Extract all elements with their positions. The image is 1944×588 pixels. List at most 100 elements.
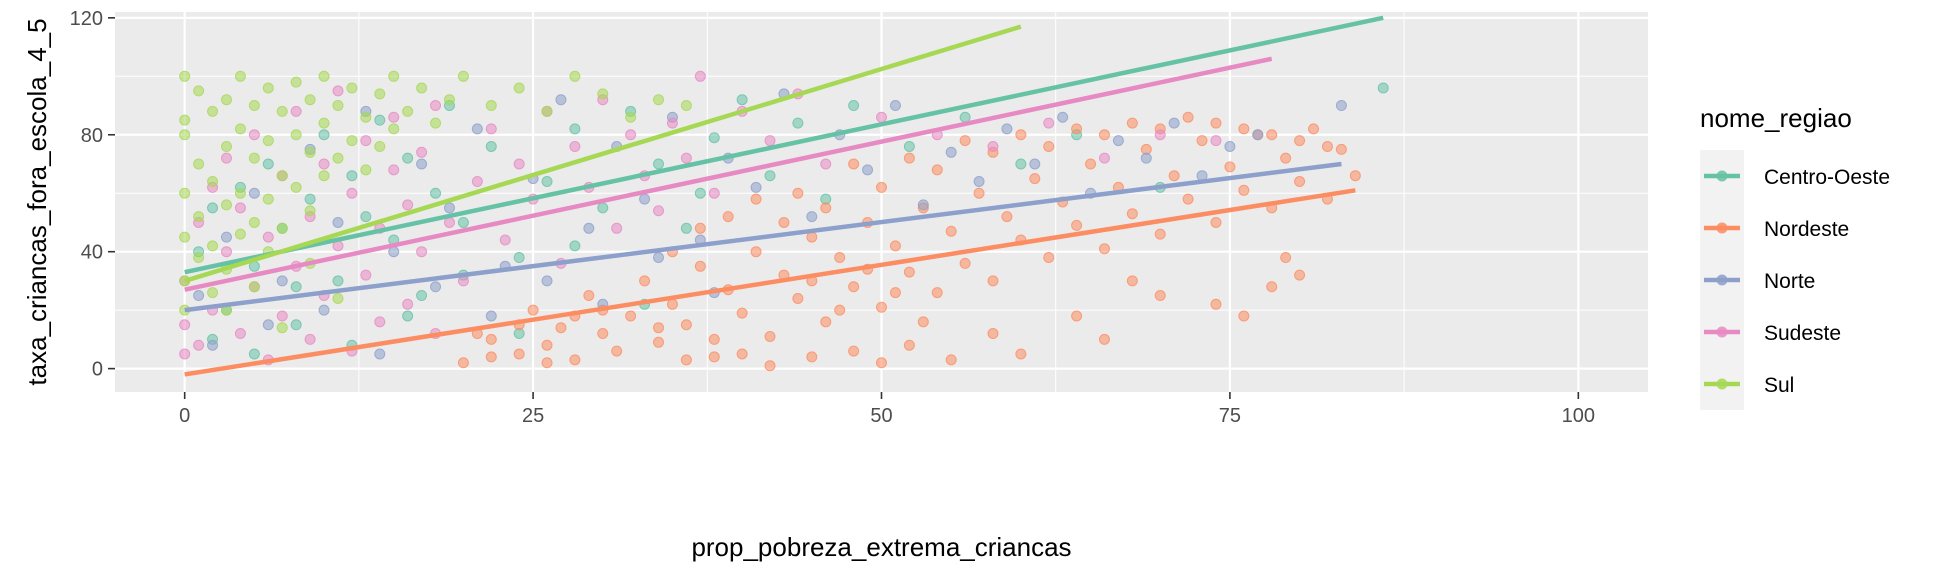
data-point bbox=[402, 199, 414, 211]
data-point bbox=[318, 170, 330, 182]
data-point bbox=[680, 222, 692, 234]
data-point bbox=[346, 170, 358, 182]
legend-item: Sudeste bbox=[1700, 306, 1841, 358]
data-point bbox=[388, 123, 400, 135]
data-point bbox=[332, 85, 344, 97]
data-point bbox=[694, 260, 706, 272]
data-point bbox=[471, 176, 483, 188]
data-point bbox=[1210, 135, 1222, 147]
data-point bbox=[764, 135, 776, 147]
data-point bbox=[220, 140, 232, 152]
data-point bbox=[764, 360, 776, 372]
data-point bbox=[332, 275, 344, 287]
data-point bbox=[1210, 216, 1222, 228]
data-point bbox=[332, 152, 344, 164]
legend-item: Nordeste bbox=[1700, 202, 1849, 254]
data-point bbox=[1098, 333, 1110, 345]
data-point bbox=[304, 94, 316, 106]
data-point bbox=[360, 164, 372, 176]
data-point bbox=[1210, 298, 1222, 310]
data-point bbox=[179, 348, 191, 360]
y-axis: 0 40 80 120 bbox=[70, 8, 115, 381]
data-point bbox=[179, 129, 191, 141]
data-point bbox=[262, 158, 274, 170]
data-point bbox=[416, 246, 428, 258]
data-point bbox=[611, 222, 623, 234]
data-point bbox=[625, 129, 637, 141]
data-point bbox=[903, 266, 915, 278]
data-point bbox=[959, 135, 971, 147]
y-tick-label: 120 bbox=[70, 8, 103, 30]
data-point bbox=[276, 170, 288, 182]
data-point bbox=[207, 339, 219, 351]
data-point bbox=[318, 70, 330, 82]
data-point bbox=[1210, 117, 1222, 129]
data-point bbox=[1043, 252, 1055, 264]
data-point bbox=[569, 354, 581, 366]
data-point bbox=[443, 202, 455, 214]
data-point bbox=[262, 135, 274, 147]
data-point bbox=[207, 287, 219, 299]
data-point bbox=[234, 328, 246, 340]
data-point bbox=[402, 298, 414, 310]
data-point bbox=[457, 216, 469, 228]
data-point bbox=[276, 105, 288, 117]
data-point bbox=[430, 117, 442, 129]
data-point bbox=[597, 202, 609, 214]
data-point bbox=[903, 140, 915, 152]
data-point bbox=[820, 316, 832, 328]
data-point bbox=[248, 281, 260, 293]
data-point bbox=[332, 292, 344, 304]
data-point bbox=[290, 105, 302, 117]
data-point bbox=[1071, 123, 1083, 135]
data-point bbox=[1224, 161, 1236, 173]
data-point bbox=[374, 114, 386, 126]
data-point bbox=[457, 70, 469, 82]
data-point bbox=[443, 94, 455, 106]
data-point bbox=[193, 85, 205, 97]
data-point bbox=[569, 70, 581, 82]
data-point bbox=[903, 152, 915, 164]
data-point bbox=[290, 76, 302, 88]
data-point bbox=[262, 193, 274, 205]
data-point bbox=[834, 304, 846, 316]
data-point bbox=[179, 187, 191, 199]
legend-point bbox=[1716, 274, 1728, 286]
data-point bbox=[653, 336, 665, 348]
data-point bbox=[485, 351, 497, 363]
data-point bbox=[1057, 111, 1069, 123]
data-point bbox=[1168, 117, 1180, 129]
data-point bbox=[1043, 140, 1055, 152]
data-point bbox=[1182, 193, 1194, 205]
data-point bbox=[1335, 100, 1347, 112]
data-point bbox=[1140, 152, 1152, 164]
data-point bbox=[402, 152, 414, 164]
data-point bbox=[597, 88, 609, 100]
data-point bbox=[1238, 184, 1250, 196]
data-point bbox=[848, 158, 860, 170]
x-tick-label: 0 bbox=[179, 405, 190, 427]
data-point bbox=[513, 158, 525, 170]
data-point bbox=[820, 202, 832, 214]
data-point bbox=[1112, 135, 1124, 147]
data-point bbox=[430, 100, 442, 112]
data-point bbox=[332, 216, 344, 228]
legend-item: Sul bbox=[1700, 358, 1794, 410]
data-point bbox=[318, 129, 330, 141]
data-point bbox=[430, 187, 442, 199]
data-point bbox=[374, 348, 386, 360]
data-point bbox=[220, 94, 232, 106]
data-point bbox=[388, 70, 400, 82]
data-point bbox=[736, 94, 748, 106]
data-point bbox=[1294, 176, 1306, 188]
data-point bbox=[1071, 310, 1083, 322]
data-point bbox=[416, 290, 428, 302]
data-point bbox=[1308, 123, 1320, 135]
data-point bbox=[248, 348, 260, 360]
data-point bbox=[708, 351, 720, 363]
data-point bbox=[945, 225, 957, 237]
data-point bbox=[234, 123, 246, 135]
data-point bbox=[889, 240, 901, 252]
data-point bbox=[792, 117, 804, 129]
